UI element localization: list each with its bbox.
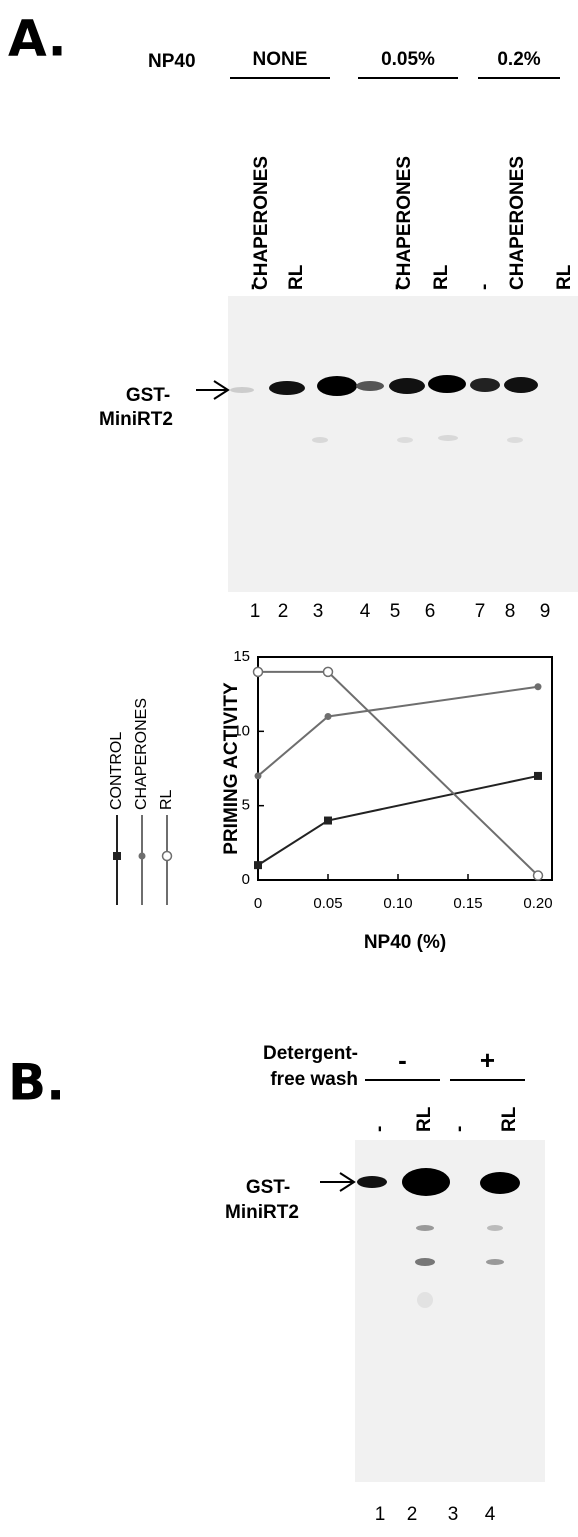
marker <box>254 861 262 870</box>
y-axis-label: PRIMING ACTIVITY <box>221 682 242 855</box>
legend-label: CONTROL <box>108 732 125 810</box>
lane-number: 5 <box>390 601 401 622</box>
series-line <box>257 685 539 777</box>
x-tick-label: 0.05 <box>313 895 342 912</box>
legend-marker <box>113 852 121 860</box>
arrow-head <box>213 380 230 400</box>
lane-label: RL <box>554 264 575 290</box>
lane-label: CHAPERONES <box>251 156 272 290</box>
lane-number: 8 <box>505 601 516 622</box>
lane-label: RL <box>414 1106 435 1132</box>
gel-bands <box>230 375 538 443</box>
gel-bands <box>357 1168 520 1308</box>
group-label: 0.2% <box>497 49 540 70</box>
y-tick-label: 15 <box>233 648 250 665</box>
band-label: MiniRT2 <box>99 409 173 430</box>
lane-label: - <box>242 284 263 290</box>
marker <box>324 816 332 825</box>
legend-marker <box>161 850 173 862</box>
legend-label: RL <box>158 789 175 810</box>
lane-number: 3 <box>448 1504 459 1525</box>
marker <box>324 712 332 720</box>
lane-number: 4 <box>360 601 371 622</box>
band-label: GST- <box>126 385 170 406</box>
y-tick-label: 0 <box>242 871 250 888</box>
lane-label: RL <box>286 264 307 290</box>
series-line <box>258 670 539 877</box>
lane-label: - <box>369 1126 390 1132</box>
np40-label: NP40 <box>148 51 196 72</box>
lane-label: - <box>386 284 407 290</box>
band-label: MiniRT2 <box>225 1202 299 1223</box>
marker <box>534 771 542 780</box>
lane-label: RL <box>499 1106 520 1132</box>
lane-number: 6 <box>425 601 436 622</box>
lane-number: 4 <box>485 1504 496 1525</box>
gel <box>355 1140 545 1482</box>
x-axis-label: NP40 (%) <box>364 932 446 953</box>
lane-label: - <box>449 1126 470 1132</box>
arrow-head <box>339 1172 356 1192</box>
lane-number: 1 <box>375 1504 386 1525</box>
panel-label: B. <box>8 1054 65 1112</box>
lane-number: 2 <box>407 1504 418 1525</box>
y-tick-label: 10 <box>233 722 250 739</box>
band-label: GST- <box>246 1177 290 1198</box>
lane-label: - <box>474 284 495 290</box>
group-label: NONE <box>253 49 308 70</box>
lane-label: CHAPERONES <box>507 156 528 290</box>
lane-label: CHAPERONES <box>394 156 415 290</box>
legend-marker <box>138 852 146 860</box>
panel-label: A. <box>8 10 67 68</box>
lane-number: 2 <box>278 601 289 622</box>
marker <box>254 772 262 780</box>
lane-number: 1 <box>250 601 261 622</box>
x-tick-label: 0 <box>254 895 262 912</box>
marker <box>532 870 544 881</box>
series-line <box>257 774 539 866</box>
lane-number: 3 <box>313 601 324 622</box>
lane-number: 9 <box>540 601 551 622</box>
x-tick-label: 0.20 <box>523 895 552 912</box>
lane-number: 7 <box>475 601 486 622</box>
group-label: 0.05% <box>381 49 435 70</box>
group-label: - <box>398 1045 407 1075</box>
marker <box>534 683 542 691</box>
condition-label: free wash <box>270 1069 358 1090</box>
x-tick-label: 0.15 <box>453 895 482 912</box>
x-tick-label: 0.10 <box>383 895 412 912</box>
group-label: + <box>480 1045 495 1075</box>
condition-label: Detergent- <box>263 1043 358 1064</box>
gel <box>228 296 578 592</box>
marker <box>252 666 264 678</box>
legend-label: CHAPERONES <box>133 698 150 810</box>
lane-label: RL <box>431 264 452 290</box>
y-tick-label: 5 <box>242 797 250 814</box>
plot-frame <box>257 656 553 881</box>
marker <box>322 666 334 678</box>
